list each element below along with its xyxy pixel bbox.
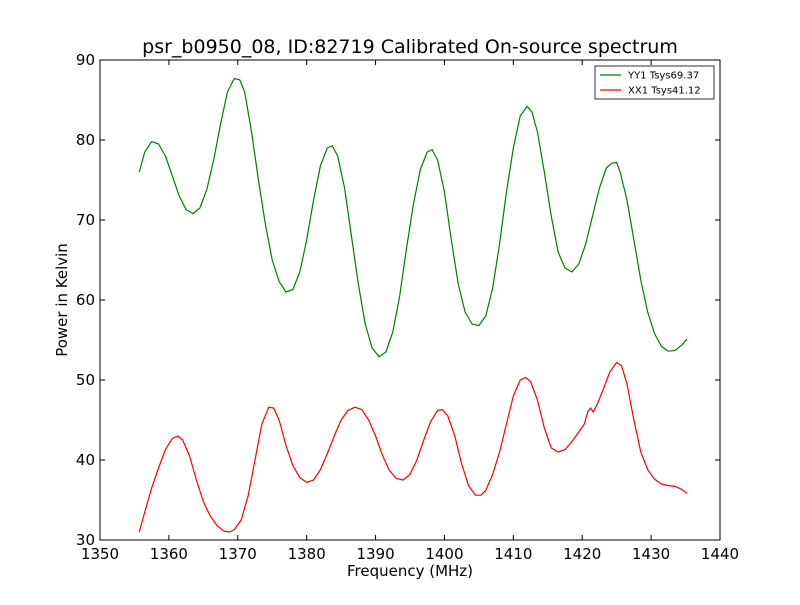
plot-area xyxy=(100,60,720,540)
y-tick-label: 30 xyxy=(76,531,95,549)
ticks-layer: 1350 1360 1370 1380 1390 1400 1410 1420 1430 1440… xyxy=(76,51,739,563)
y-tick-label: 70 xyxy=(76,211,95,229)
x-tick-label: 1370 xyxy=(219,545,257,563)
x-tick-label: 1440 xyxy=(701,545,739,563)
x-tick-label: 1430 xyxy=(632,545,670,563)
y-tick-label: 60 xyxy=(76,291,95,309)
y-tick-label: 90 xyxy=(76,51,95,69)
x-tick-label: 1380 xyxy=(288,545,326,563)
legend-box xyxy=(594,65,715,100)
series-line-yy1 xyxy=(138,77,688,358)
plot-frame xyxy=(99,59,721,541)
x-tick-label: 1360 xyxy=(150,545,188,563)
chart-title: psr_b0950_08, ID:82719 Calibrated On-sou… xyxy=(142,36,678,58)
x-tick-label: 1400 xyxy=(425,545,463,563)
x-axis-label: Frequency (MHz) xyxy=(347,562,473,580)
x-tick-label: 1350 xyxy=(81,545,119,563)
series-line-xx1 xyxy=(138,361,688,533)
y-tick-label: 50 xyxy=(76,371,95,389)
x-tick-label: 1420 xyxy=(563,545,601,563)
legend-label-yy1: YY1 Tsys69.37 xyxy=(627,71,699,82)
series-layer xyxy=(138,77,688,533)
legend-label-xx1: XX1 Tsys41.12 xyxy=(628,86,701,97)
y-tick-label: 40 xyxy=(76,451,95,469)
x-tick-label: 1390 xyxy=(356,545,394,563)
legend: YY1 Tsys69.37 XX1 Tsys41.12 xyxy=(594,65,715,100)
x-tick-label: 1410 xyxy=(494,545,532,563)
y-axis-label: Power in Kelvin xyxy=(53,243,71,357)
y-tick-label: 80 xyxy=(76,131,95,149)
